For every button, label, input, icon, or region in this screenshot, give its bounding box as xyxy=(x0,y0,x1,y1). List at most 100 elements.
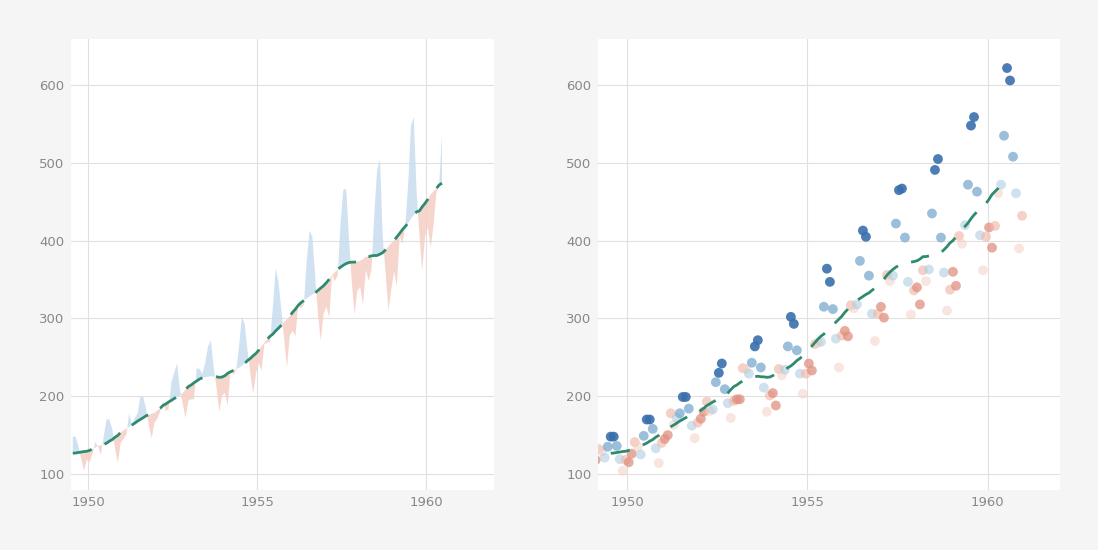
Point xyxy=(833,331,851,340)
Point xyxy=(785,320,803,328)
Point xyxy=(854,226,872,235)
Point xyxy=(610,455,628,464)
Point xyxy=(875,314,893,322)
Point xyxy=(1010,244,1028,253)
Point xyxy=(635,431,652,440)
Point xyxy=(740,369,758,378)
Point xyxy=(632,450,650,459)
Point xyxy=(590,444,607,453)
Point xyxy=(842,301,860,310)
Point xyxy=(972,231,989,240)
Point xyxy=(948,282,965,290)
Point xyxy=(884,271,901,280)
Point xyxy=(830,363,848,372)
Point xyxy=(695,408,713,416)
Point xyxy=(941,285,959,294)
Point xyxy=(629,442,647,451)
Point xyxy=(893,184,910,193)
Point xyxy=(686,434,704,443)
Point xyxy=(674,393,692,402)
Point xyxy=(890,186,908,195)
Point xyxy=(731,395,749,404)
Point xyxy=(965,113,983,122)
Point xyxy=(761,391,778,400)
Point xyxy=(983,243,1000,252)
Point xyxy=(851,256,869,265)
Point xyxy=(968,188,986,196)
Point xyxy=(993,180,1010,189)
Point xyxy=(989,189,1007,197)
Point xyxy=(905,286,922,295)
Point xyxy=(950,232,967,240)
Point xyxy=(665,421,683,430)
Point xyxy=(935,268,953,277)
Point xyxy=(713,359,730,368)
Point xyxy=(962,121,979,130)
Point xyxy=(626,438,643,447)
Point xyxy=(780,342,797,351)
Point xyxy=(782,312,799,321)
Point xyxy=(605,432,623,441)
Point xyxy=(848,300,865,309)
Point xyxy=(643,425,661,433)
Point xyxy=(614,466,631,475)
Point xyxy=(752,363,770,372)
Point xyxy=(896,233,914,242)
Point xyxy=(1007,189,1024,197)
Point xyxy=(770,365,787,373)
Point xyxy=(882,277,899,285)
Point xyxy=(698,397,716,406)
Point xyxy=(746,342,763,351)
Point xyxy=(800,359,818,368)
Point xyxy=(839,332,856,340)
Point xyxy=(602,432,619,441)
Point xyxy=(827,334,844,343)
Point xyxy=(737,365,754,373)
Point xyxy=(917,277,934,285)
Point xyxy=(845,304,863,313)
Point xyxy=(584,460,602,469)
Point xyxy=(638,415,656,424)
Point xyxy=(981,223,998,232)
Point xyxy=(776,365,794,374)
Point xyxy=(920,265,938,274)
Point xyxy=(587,455,605,464)
Point xyxy=(650,459,668,468)
Point xyxy=(956,221,974,229)
Point xyxy=(791,369,808,378)
Point xyxy=(860,271,877,280)
Point xyxy=(944,267,962,276)
Point xyxy=(872,302,889,311)
Point xyxy=(617,455,635,464)
Point xyxy=(797,369,815,378)
Point xyxy=(623,449,640,458)
Point xyxy=(608,442,626,450)
Point xyxy=(794,389,811,398)
Point xyxy=(683,421,701,430)
Point xyxy=(911,300,929,309)
Point xyxy=(647,444,664,453)
Point xyxy=(755,383,773,392)
Point xyxy=(813,337,830,346)
Point xyxy=(915,266,932,274)
Point xyxy=(998,64,1016,73)
Point xyxy=(863,309,881,318)
Point xyxy=(768,401,785,410)
Point xyxy=(701,406,718,415)
Point xyxy=(641,415,659,424)
Point xyxy=(620,458,638,467)
Point xyxy=(858,233,875,241)
Point xyxy=(1013,211,1031,220)
Point xyxy=(929,155,946,163)
Point xyxy=(710,368,728,377)
Point xyxy=(719,399,737,408)
Point xyxy=(653,438,671,447)
Point xyxy=(995,131,1012,140)
Point xyxy=(735,364,752,372)
Point xyxy=(788,346,806,355)
Point xyxy=(671,409,688,417)
Point xyxy=(866,337,884,345)
Point xyxy=(938,306,955,315)
Point xyxy=(704,405,721,414)
Point xyxy=(923,209,941,218)
